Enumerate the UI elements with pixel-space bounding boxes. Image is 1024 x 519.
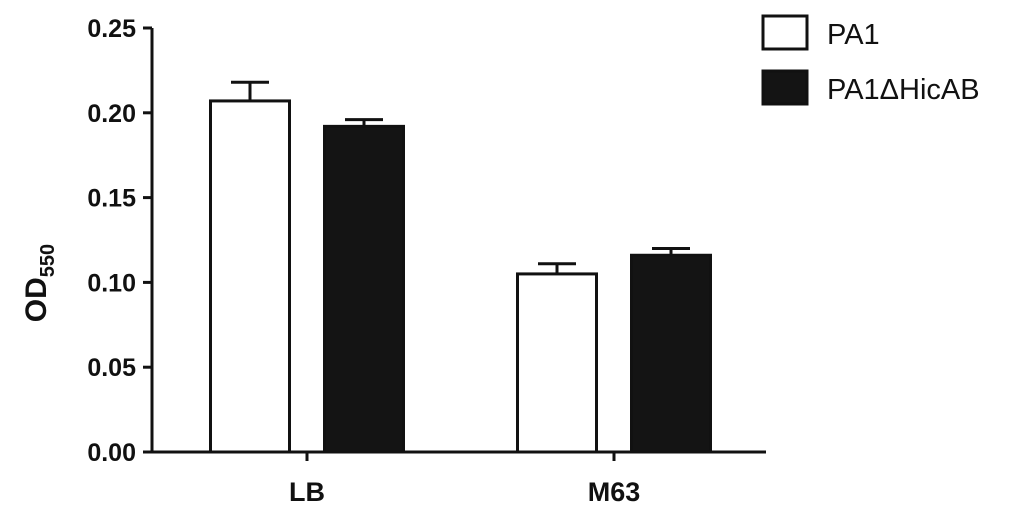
bar-pa1-delta-hicab-lb [323,124,405,454]
axes: 0.00 0.05 0.10 0.15 0.20 0.25 LB M63 [87,15,766,507]
x-tick-label: M63 [588,477,641,507]
bars [209,80,712,454]
legend: PA1 PA1ΔHicAB [761,14,980,106]
bar-pa1-delta-hicab-m63 [630,253,712,454]
y-tick-label: 0.20 [87,100,136,128]
bar-pa1-lb [209,99,291,454]
legend-swatch [761,14,809,51]
legend-swatch [761,69,809,106]
y-tick-label: 0.10 [87,269,136,297]
legend-label: PA1 [827,19,880,51]
x-tick-label: LB [289,477,325,507]
y-tick-label: 0.15 [87,185,136,213]
legend-label: PA1ΔHicAB [827,74,980,106]
y-axis-title: OD550 [20,244,59,322]
y-tick-label: 0.25 [87,15,136,43]
y-axis-title-subscript: 550 [37,244,59,277]
y-tick-label: 0.00 [87,439,136,467]
bar-pa1-m63 [516,272,598,454]
y-axis-title-main: OD [20,277,53,322]
y-tick-label: 0.05 [87,354,136,382]
